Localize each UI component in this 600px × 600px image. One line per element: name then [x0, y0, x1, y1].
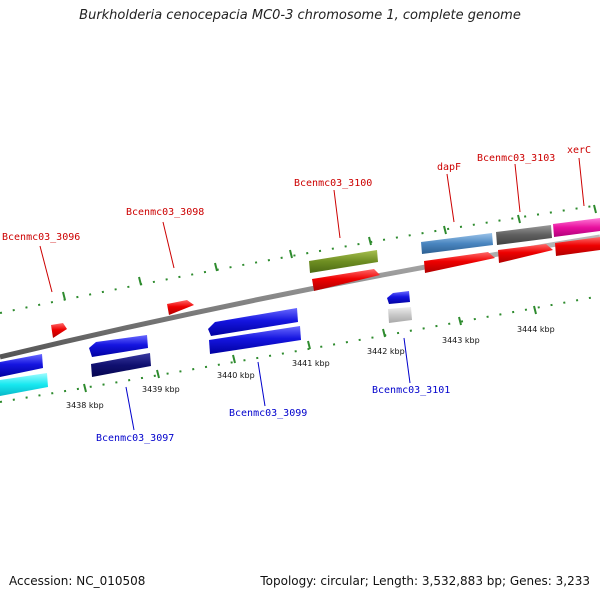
- gene-label-xerc[interactable]: xerC: [567, 145, 591, 156]
- gene-label-bcenmc03-3101[interactable]: Bcenmc03_3101: [372, 385, 450, 396]
- gene-label-bcenmc03-3097[interactable]: Bcenmc03_3097: [96, 433, 174, 444]
- tick-label-3442: 3442 kbp: [367, 347, 405, 356]
- gene-bcenmc03-3097[interactable]: [89, 335, 148, 357]
- gene-dapf-top[interactable]: [421, 233, 493, 254]
- gene-bcenmc03-3101-top[interactable]: [387, 291, 410, 304]
- tick-label-3441: 3441 kbp: [292, 359, 330, 368]
- gene-label-bcenmc03-3096[interactable]: Bcenmc03_3096: [2, 232, 80, 243]
- gene-xerc-top[interactable]: [553, 218, 600, 237]
- tick-label-3444: 3444 kbp: [517, 325, 555, 334]
- topology-summary: Topology: circular; Length: 3,532,883 bp…: [260, 574, 590, 588]
- gene-left-blue[interactable]: [0, 354, 43, 377]
- map-title: Burkholderia cenocepacia MC0-3 chromosom…: [79, 8, 521, 23]
- gene-bcenmc03-3098[interactable]: [167, 300, 194, 315]
- gene-bcenmc03-3101[interactable]: [388, 307, 412, 323]
- gene-bcenmc03-3103[interactable]: [498, 244, 553, 263]
- tick-label-3440: 3440 kbp: [217, 371, 255, 380]
- outer-major-ticks: [62, 204, 597, 301]
- gene-bcenmc03-3099[interactable]: [209, 326, 301, 354]
- gene-label-bcenmc03-3099[interactable]: Bcenmc03_3099: [229, 408, 307, 419]
- tick-label-3443: 3443 kbp: [442, 336, 480, 345]
- gene-label-dapf[interactable]: dapF: [437, 162, 461, 173]
- gene-label-bcenmc03-3103[interactable]: Bcenmc03_3103: [477, 153, 555, 164]
- gene-bcenmc03-3097-bottom[interactable]: [91, 353, 151, 377]
- gene-bcenmc03-3100[interactable]: [312, 269, 380, 291]
- gene-label-bcenmc03-3100[interactable]: Bcenmc03_3100: [294, 178, 372, 189]
- tick-label-3439: 3439 kbp: [142, 385, 180, 394]
- gene-bcenmc03-3100-top[interactable]: [309, 250, 378, 273]
- forward-leader-lines: [39, 157, 585, 293]
- gene-bcenmc03-3103-top[interactable]: [496, 225, 552, 245]
- gene-bcenmc03-3099-top[interactable]: [208, 308, 298, 336]
- gene-dapf[interactable]: [424, 252, 495, 273]
- tick-label-3438: 3438 kbp: [66, 401, 104, 410]
- gene-bcenmc03-3096[interactable]: [51, 323, 67, 338]
- reverse-leader-lines: [125, 337, 411, 431]
- accession-text: Accession: NC_010508: [9, 574, 146, 588]
- gene-left-cyan[interactable]: [0, 373, 48, 396]
- gene-xerc[interactable]: [555, 237, 600, 256]
- inner-major-ticks: [83, 305, 537, 393]
- gene-label-bcenmc03-3098[interactable]: Bcenmc03_3098: [126, 207, 204, 218]
